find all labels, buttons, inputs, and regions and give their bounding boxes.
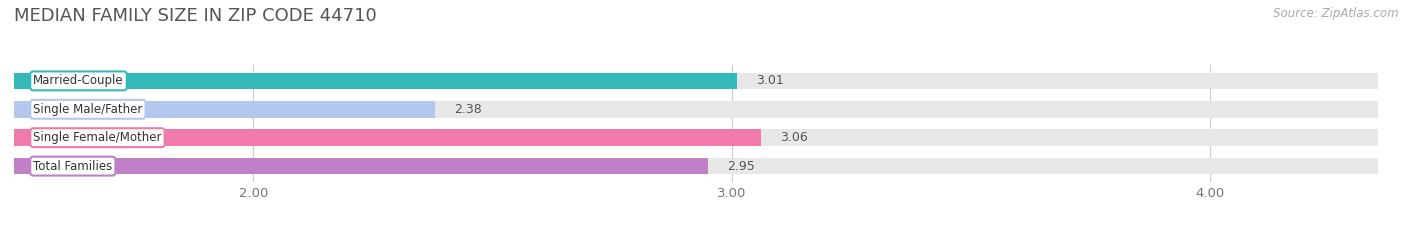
Bar (14, 158, 709, 174)
Text: 3.06: 3.06 (780, 131, 807, 144)
Text: Single Female/Mother: Single Female/Mother (34, 131, 162, 144)
Bar (14, 101, 1378, 117)
Text: Source: ZipAtlas.com: Source: ZipAtlas.com (1274, 7, 1399, 20)
Text: Married-Couple: Married-Couple (34, 74, 124, 87)
Text: 2.95: 2.95 (727, 160, 755, 173)
Bar (14, 73, 737, 89)
Text: 2.38: 2.38 (454, 103, 482, 116)
Bar (14, 130, 761, 146)
Text: Total Families: Total Families (34, 160, 112, 173)
Text: Single Male/Father: Single Male/Father (34, 103, 142, 116)
Bar (14, 101, 436, 117)
Text: MEDIAN FAMILY SIZE IN ZIP CODE 44710: MEDIAN FAMILY SIZE IN ZIP CODE 44710 (14, 7, 377, 25)
Bar (14, 130, 1378, 146)
Bar (14, 158, 1378, 174)
Bar (14, 73, 1378, 89)
Text: 3.01: 3.01 (756, 74, 783, 87)
